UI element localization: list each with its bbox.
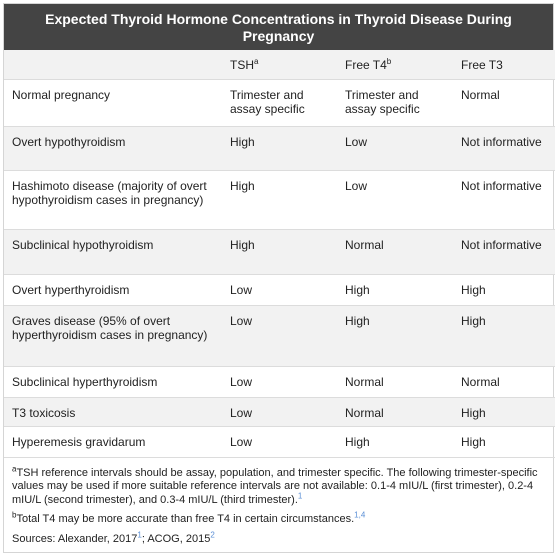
cell-condition: Hyperemesis gravidarum [12, 434, 146, 449]
footnote-a: aTSH reference intervals should be assay… [12, 463, 545, 508]
cell-free-t3: Not informative [461, 237, 542, 252]
cell-free-t3: High [461, 313, 486, 328]
cell-free-t4: High [345, 313, 370, 328]
sources-separator: ; ACOG, 2015 [141, 532, 211, 545]
cell-free-t3: Normal [461, 374, 500, 389]
table-title: Expected Thyroid Hormone Concentrations … [4, 4, 553, 50]
header-tsh-footnote-mark: a [254, 57, 259, 66]
cell-tsh: Low [230, 282, 253, 297]
cell-condition: Graves disease (95% of overt hyperthyroi… [12, 313, 208, 343]
table-row: Normal pregnancy Trimester and assay spe… [4, 79, 555, 126]
header-condition [4, 50, 222, 79]
cell-tsh: Low [230, 313, 253, 328]
cell-free-t4: High [345, 434, 370, 449]
table-row: Overt hypothyroidism High Low Not inform… [4, 126, 555, 170]
cell-tsh: High [230, 237, 255, 252]
cell-condition: Overt hyperthyroidism [12, 282, 130, 297]
footnote-a-citation-link[interactable]: 1 [297, 490, 303, 500]
cell-tsh: High [230, 178, 255, 193]
cell-tsh: Trimester and assay specific [230, 87, 305, 117]
table-row: T3 toxicosis Low Normal High [4, 397, 555, 426]
cell-free-t3: High [461, 405, 486, 420]
sources-line: Sources: Alexander, 20171; ACOG, 20152 [12, 529, 545, 547]
cell-free-t3: High [461, 434, 486, 449]
cell-condition: Hashimoto disease (majority of overt hyp… [12, 178, 207, 208]
cell-condition: Subclinical hyperthyroidism [12, 374, 158, 389]
cell-condition: T3 toxicosis [12, 405, 76, 420]
table-row: Hyperemesis gravidarum Low High High [4, 426, 555, 457]
cell-tsh: Low [230, 434, 253, 449]
sources-citation-link-2[interactable]: 2 [210, 529, 215, 539]
header-free-t4: Free T4b [337, 50, 453, 79]
hormone-table: TSHa Free T4b Free T3 Normal pregnancy T… [4, 50, 555, 458]
cell-condition: Subclinical hypothyroidism [12, 237, 154, 252]
thyroid-table-figure: Expected Thyroid Hormone Concentrations … [3, 3, 555, 553]
sources-text: Sources: Alexander, 2017 [12, 532, 138, 545]
cell-free-t4: Normal [345, 374, 384, 389]
footnote-b: bTotal T4 may be more accurate than free… [12, 510, 545, 527]
cell-condition: Overt hypothyroidism [12, 134, 126, 149]
table-row: Graves disease (95% of overt hyperthyroi… [4, 305, 555, 366]
cell-condition: Normal pregnancy [12, 87, 111, 102]
table-row: Subclinical hypothyroidism High Normal N… [4, 229, 555, 274]
footnote-b-text: Total T4 may be more accurate than free … [16, 513, 355, 525]
header-free-t4-footnote-mark: b [386, 57, 392, 66]
cell-free-t4: Normal [345, 237, 384, 252]
table-row: Subclinical hyperthyroidism Low Normal N… [4, 366, 555, 397]
cell-free-t4: High [345, 282, 370, 297]
header-tsh: TSHa [222, 50, 337, 79]
cell-free-t4: Low [345, 178, 368, 193]
cell-free-t4: Low [345, 134, 368, 149]
cell-free-t3: High [461, 282, 486, 297]
header-row: TSHa Free T4b Free T3 [4, 50, 555, 79]
header-free-t3: Free T3 [461, 58, 503, 72]
footnote-a-mark: a [12, 463, 17, 473]
cell-free-t4: Trimester and assay specific [345, 87, 420, 117]
sources-citation-link-1[interactable]: 1 [137, 529, 142, 539]
table-row: Overt hyperthyroidism Low High High [4, 274, 555, 305]
table-footnotes: aTSH reference intervals should be assay… [4, 458, 553, 547]
cell-free-t3: Normal [461, 87, 500, 102]
footnote-a-text: TSH reference intervals should be assay,… [12, 466, 538, 506]
cell-tsh: Low [230, 374, 253, 389]
cell-tsh: Low [230, 405, 253, 420]
table-row: Hashimoto disease (majority of overt hyp… [4, 170, 555, 229]
footnote-b-mark: b [12, 510, 17, 520]
cell-tsh: High [230, 134, 255, 149]
cell-free-t3: Not informative [461, 134, 542, 149]
cell-free-t4: Normal [345, 405, 384, 420]
header-tsh-label: TSH [230, 58, 254, 72]
cell-free-t3: Not informative [461, 178, 542, 193]
footnote-b-citation-link[interactable]: 1,4 [354, 510, 366, 520]
header-free-t4-label: Free T4 [345, 58, 387, 72]
